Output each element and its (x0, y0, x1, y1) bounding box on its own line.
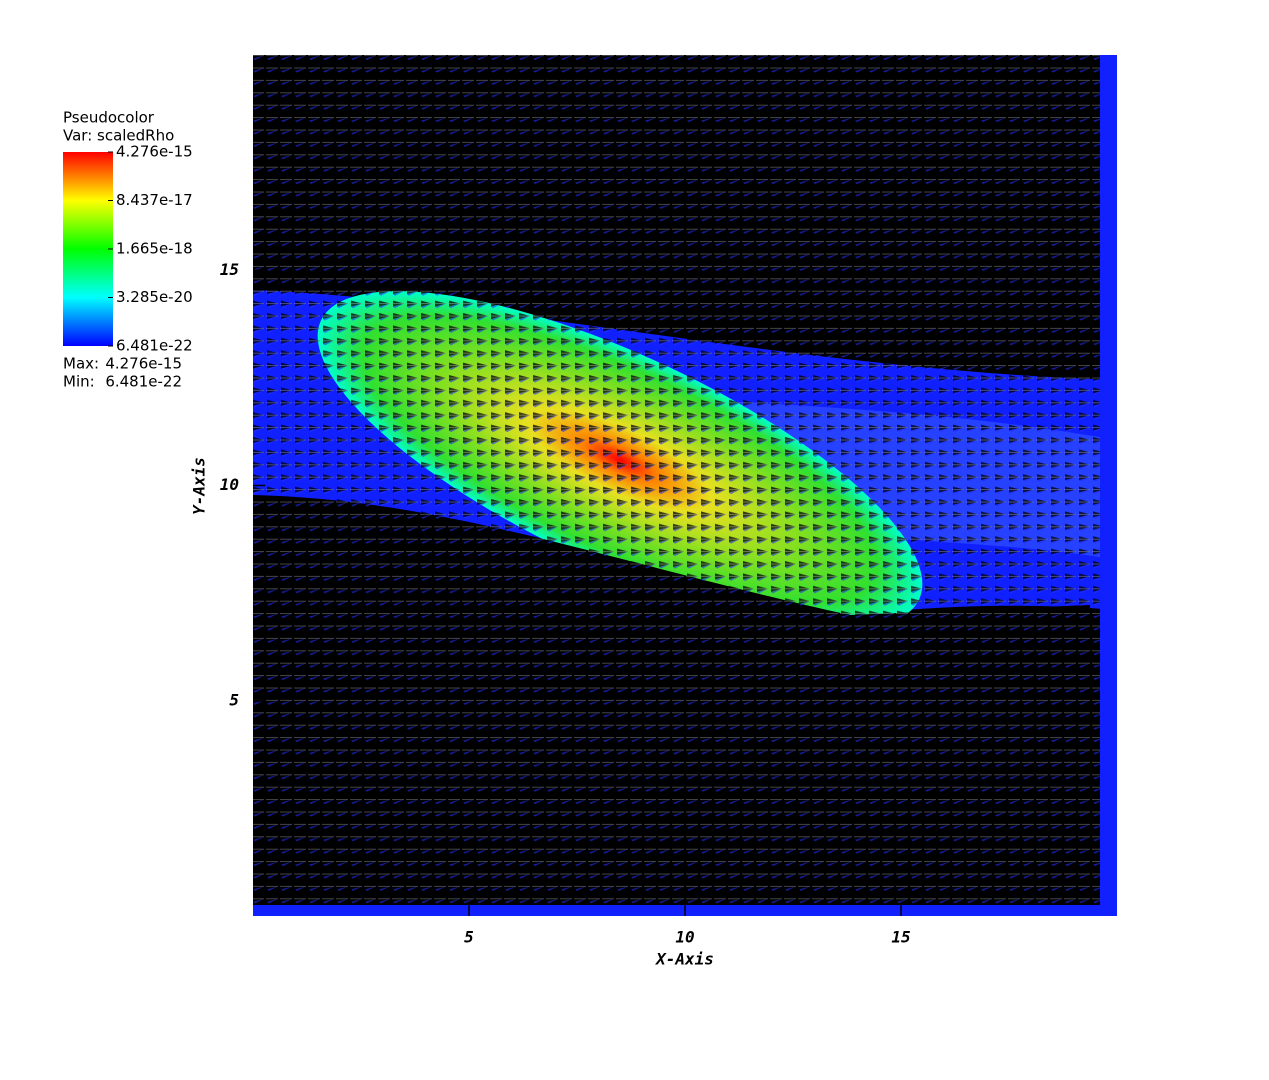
colorbar-tick-label: 3.285e-20 (116, 288, 193, 306)
x-tick-label: 15 (891, 928, 910, 947)
colorbar-tick-label: 4.276e-15 (116, 143, 193, 161)
colorbar-tick-label: 8.437e-17 (116, 191, 193, 209)
min-value: 6.481e-22 (105, 373, 182, 391)
colorbar (63, 152, 113, 346)
plot-name: Pseudocolor (63, 109, 155, 127)
y-axis-title: Y-Axis (190, 457, 209, 515)
y-tick-label: 10 (220, 475, 239, 494)
colorbar-tick-label: 6.481e-22 (116, 337, 193, 355)
colorbar-tick-label: 1.665e-18 (116, 239, 193, 257)
field (253, 55, 1117, 916)
variable-label: Var: scaledRho (63, 127, 174, 145)
max-label: Max: (63, 355, 99, 373)
x-tick-label: 10 (675, 928, 694, 947)
min-label: Min: (63, 373, 95, 391)
y-tick-label: 15 (220, 260, 239, 279)
x-tick-label: 5 (464, 928, 474, 947)
max-value: 4.276e-15 (105, 355, 182, 373)
x-axis-title: X-Axis (654, 950, 714, 969)
y-tick-label: 5 (229, 690, 239, 709)
